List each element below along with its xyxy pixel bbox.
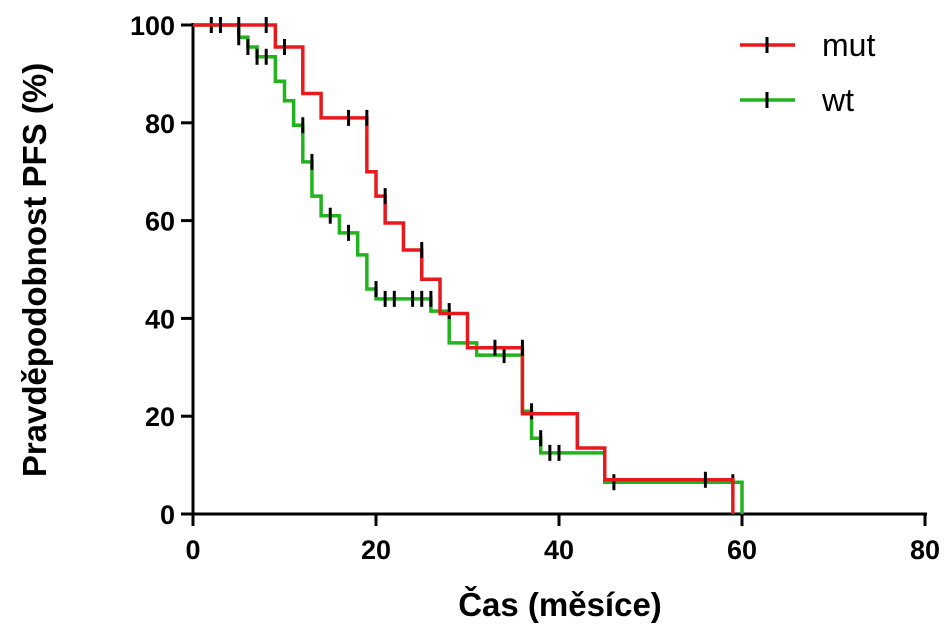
y-tick-label: 100 <box>130 11 175 41</box>
legend-item-mut: mut <box>740 27 875 63</box>
series-layer <box>193 17 744 514</box>
y-axis-title: Pravděpodobnost PFS (%) <box>16 63 53 477</box>
legend-label-mut: mut <box>822 27 875 63</box>
series-wt <box>193 17 744 514</box>
legend-item-wt: wt <box>740 82 854 118</box>
x-axis-title: Čas (měsíce) <box>458 585 662 623</box>
x-tick-label: 0 <box>185 535 200 565</box>
x-tick-label: 60 <box>727 535 757 565</box>
legend-label-wt: wt <box>821 82 854 118</box>
y-tick-label: 40 <box>145 304 175 334</box>
series-line-mut <box>193 23 735 514</box>
y-tick-label: 20 <box>145 402 175 432</box>
y-tick-label: 0 <box>160 500 175 530</box>
y-tick-label: 60 <box>145 207 175 237</box>
x-tick-label: 20 <box>361 535 391 565</box>
series-line-wt <box>193 23 744 514</box>
x-tick-label: 40 <box>544 535 574 565</box>
x-tick-label: 80 <box>910 535 940 565</box>
y-tick-label: 80 <box>145 109 175 139</box>
series-mut <box>193 17 735 514</box>
legend: mut wt <box>740 27 875 118</box>
axes: 0 20 40 60 80 0 20 40 60 80 100 <box>130 11 940 565</box>
